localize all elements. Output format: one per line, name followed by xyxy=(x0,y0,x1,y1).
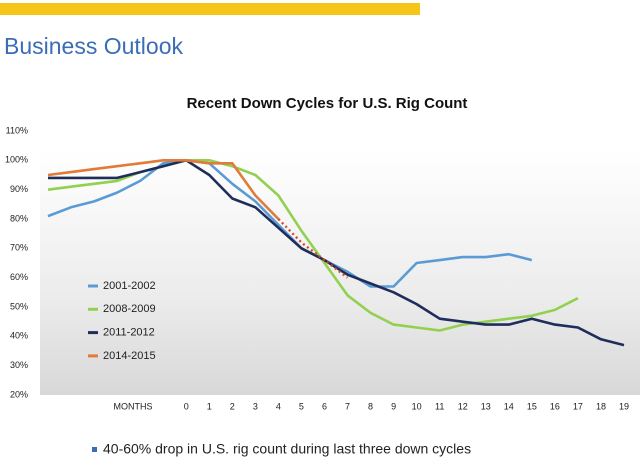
x-tick-label: 12 xyxy=(458,401,468,411)
x-tick-label: 2 xyxy=(230,401,235,411)
chart-title: Recent Down Cycles for U.S. Rig Count xyxy=(187,95,468,112)
y-tick-label: 60% xyxy=(10,272,28,282)
y-tick-label: 100% xyxy=(5,155,28,165)
y-tick-label: 40% xyxy=(10,331,28,341)
legend-label: 2008-2009 xyxy=(103,303,156,315)
x-tick-label: 14 xyxy=(504,401,514,411)
series-line xyxy=(47,159,280,220)
y-tick-label: 70% xyxy=(10,243,28,253)
x-tick-label: 7 xyxy=(345,401,350,411)
x-tick-label: 15 xyxy=(527,401,537,411)
x-tick-label: 1 xyxy=(207,401,212,411)
x-tick-label: 11 xyxy=(435,401,444,411)
x-tick-label: 13 xyxy=(481,401,491,411)
y-tick-label: 80% xyxy=(10,213,28,223)
x-tick-label: 17 xyxy=(573,401,583,411)
x-axis-label: MONTHS xyxy=(114,401,153,411)
legend-label: 2001-2002 xyxy=(103,280,156,292)
y-tick-label: 20% xyxy=(10,389,28,399)
y-tick-label: 90% xyxy=(10,184,28,194)
x-tick-label: 18 xyxy=(596,401,606,411)
x-tick-label: 5 xyxy=(299,401,304,411)
x-tick-label: 9 xyxy=(391,401,396,411)
y-tick-label: 30% xyxy=(10,360,28,370)
header-bar xyxy=(0,3,420,15)
x-tick-label: 3 xyxy=(253,401,258,411)
x-tick-label: 8 xyxy=(368,401,373,411)
legend-label: 2011-2012 xyxy=(103,327,155,339)
x-tick-label: 4 xyxy=(276,401,281,411)
x-tick-label: 10 xyxy=(412,401,422,411)
legend-label: 2014-2015 xyxy=(103,350,156,362)
x-tick-label: 6 xyxy=(322,401,327,411)
bullet xyxy=(92,447,97,452)
footnote: 40-60% drop in U.S. rig count during las… xyxy=(103,441,471,457)
x-tick-label: 16 xyxy=(550,401,560,411)
x-tick-label: 19 xyxy=(619,401,629,411)
y-tick-label: 50% xyxy=(10,301,28,311)
series-line xyxy=(277,218,349,279)
x-tick-label: 0 xyxy=(184,401,189,411)
y-tick-label: 110% xyxy=(6,125,28,135)
page-title: Business Outlook xyxy=(4,33,183,59)
